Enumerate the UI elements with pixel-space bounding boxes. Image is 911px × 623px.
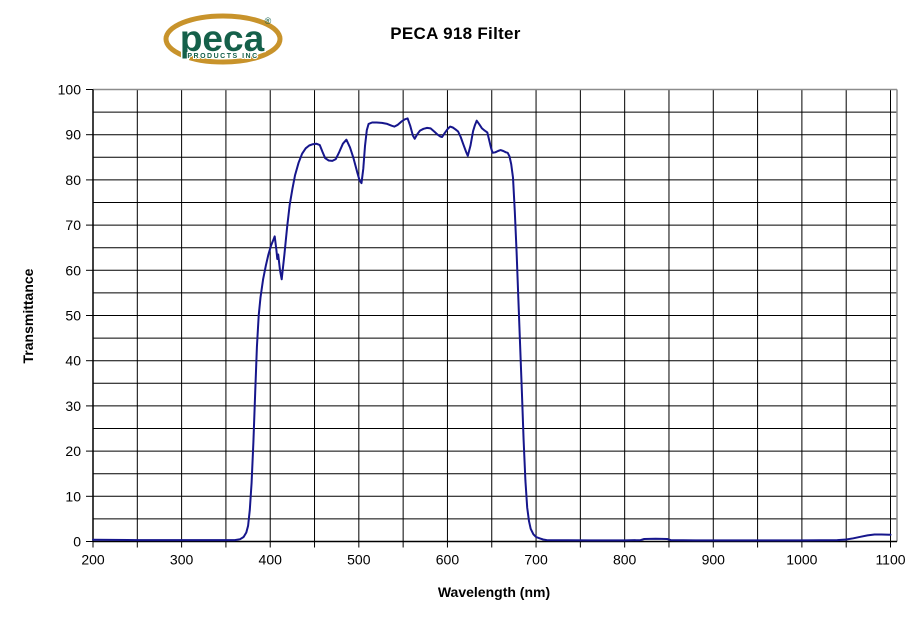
y-axis-title: Transmittance xyxy=(20,268,36,363)
x-tick-label: 800 xyxy=(613,552,637,568)
curve-layer xyxy=(92,117,892,542)
y-tick-label: 80 xyxy=(65,172,81,188)
x-tick-label: 400 xyxy=(259,552,283,568)
x-tick-label: 700 xyxy=(524,552,548,568)
y-tick-label: 100 xyxy=(58,82,82,98)
x-tick-label: 1000 xyxy=(786,552,817,568)
tick-layer xyxy=(86,89,891,548)
peca-logo: peca ® PRODUCTS INC xyxy=(160,6,290,68)
logo-registered-mark: ® xyxy=(265,16,272,26)
grid-layer xyxy=(93,89,897,542)
y-tick-label: 0 xyxy=(73,534,81,550)
y-tick-label: 40 xyxy=(65,353,81,369)
logo-brand-text: peca xyxy=(180,18,265,59)
y-tick-label: 30 xyxy=(65,398,81,414)
x-tick-label: 500 xyxy=(347,552,371,568)
label-layer: 200 300 400 500 600 700 800 900 1000 1100 0 10 20 30 4… xyxy=(58,82,906,568)
x-tick-label: 600 xyxy=(436,552,460,568)
page-title: PECA 918 Filter xyxy=(390,24,521,43)
y-tick-label: 90 xyxy=(65,127,81,143)
x-tick-label: 200 xyxy=(81,552,105,568)
peca-logo-graphic: peca ® PRODUCTS INC xyxy=(163,13,283,65)
y-tick-label: 20 xyxy=(65,443,81,459)
y-tick-label: 10 xyxy=(65,488,81,504)
x-tick-label: 1100 xyxy=(875,552,905,568)
x-axis-title: Wavelength (nm) xyxy=(438,584,550,600)
transmittance-curve xyxy=(92,117,892,542)
x-tick-label: 900 xyxy=(702,552,726,568)
logo-subtitle-text: PRODUCTS INC xyxy=(187,53,258,60)
y-tick-label: 70 xyxy=(65,217,81,233)
logo-gold-ring xyxy=(163,13,283,65)
y-tick-label: 60 xyxy=(65,262,81,278)
y-tick-label: 50 xyxy=(65,308,81,324)
x-tick-label: 300 xyxy=(170,552,194,568)
